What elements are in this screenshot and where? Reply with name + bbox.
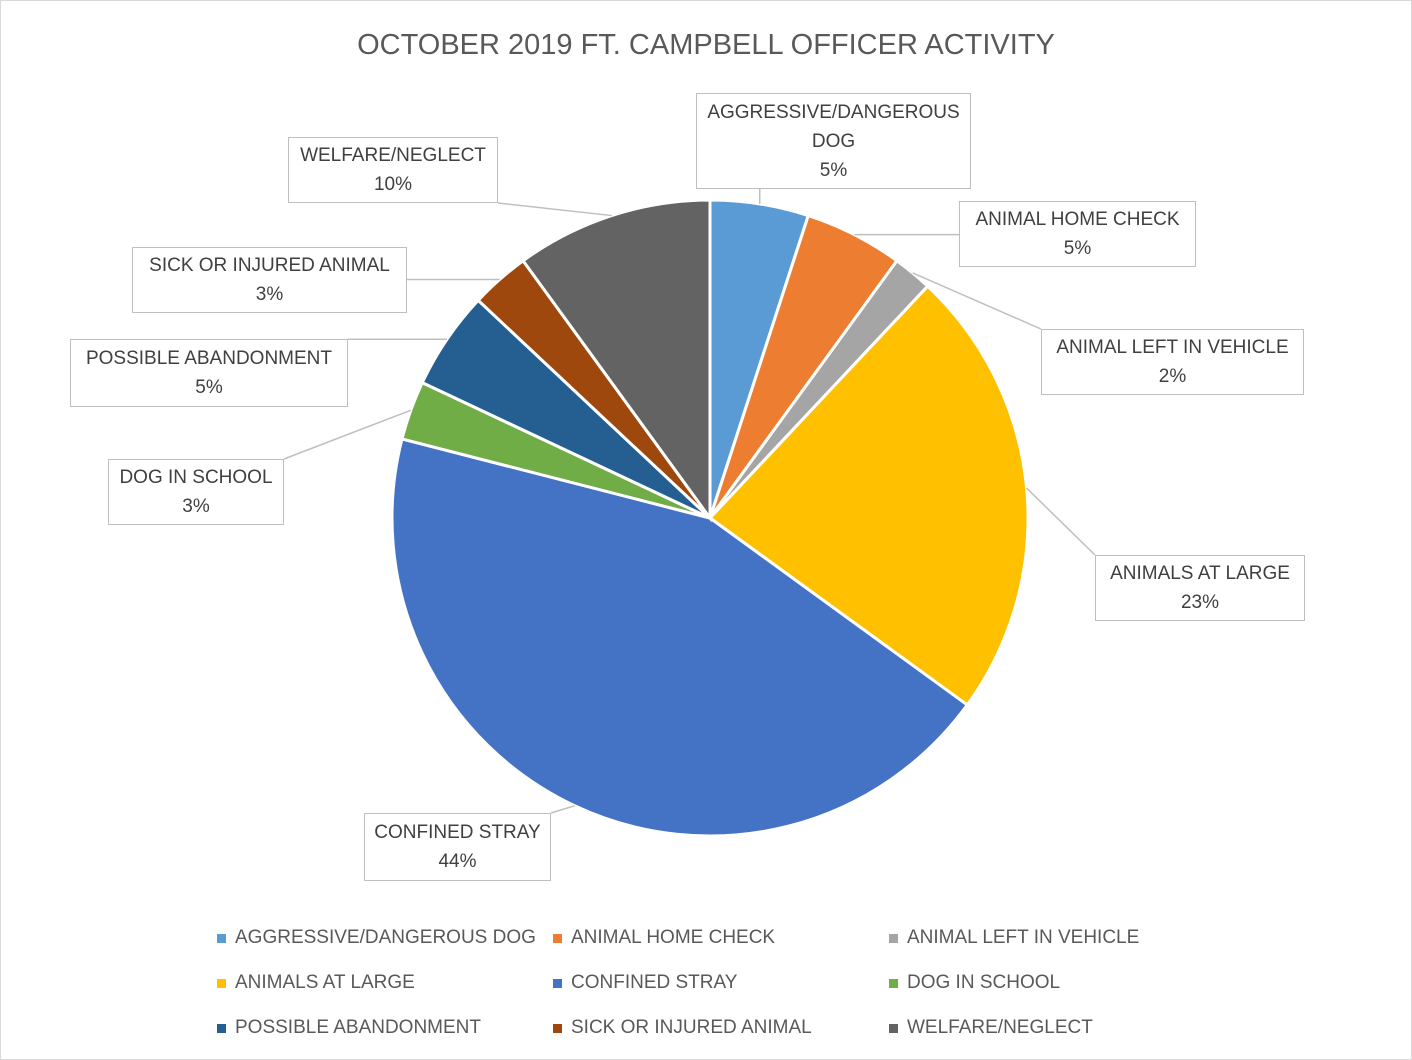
data-label-name: ANIMAL HOME CHECK [975,209,1180,230]
legend-swatch [217,1023,226,1033]
data-label-name: AGGRESSIVE/DANGEROUS DOG [707,101,960,152]
data-label-value: 23% [1180,592,1220,613]
pie-slice [390,437,970,838]
data-label-name: CONFINED STRAY [374,822,541,843]
leader-line [283,409,412,460]
data-label: ANIMAL LEFT IN VEHICLE 2% [1041,329,1304,395]
legend-label: POSSIBLE ABANDONMENT [235,1017,482,1038]
legend-label: AGGRESSIVE/DANGEROUS DOG [235,927,536,948]
legend-label: DOG IN SCHOOL [907,972,1061,993]
legend-swatch [217,978,226,988]
legend-swatch [553,933,562,943]
legend-label: ANIMAL LEFT IN VEHICLE [907,927,1140,948]
data-label-name: WELFARE/NEGLECT [300,145,486,166]
data-label-value: 5% [195,377,223,398]
legend-item: ANIMAL LEFT IN VEHICLE [889,927,1139,949]
legend-item: POSSIBLE ABANDONMENT [217,1017,481,1039]
legend-label: SICK OR INJURED ANIMAL [571,1017,812,1038]
legend-swatch [217,933,226,943]
legend-swatch [889,933,898,943]
data-label: ANIMALS AT LARGE 23% [1095,555,1305,621]
data-label: POSSIBLE ABANDONMENT 5% [70,339,348,407]
legend-swatch [553,1023,562,1033]
data-label: DOG IN SCHOOL 3% [108,459,284,525]
legend-label: WELFARE/NEGLECT [907,1017,1093,1038]
data-label-value: 3% [182,496,210,517]
data-label-name: POSSIBLE ABANDONMENT [85,348,332,369]
legend-item: ANIMALS AT LARGE [217,972,415,994]
legend-label: CONFINED STRAY [571,972,738,993]
data-label: WELFARE/NEGLECT 10% [288,137,498,203]
data-label-name: DOG IN SCHOOL [119,467,273,488]
data-label-value: 5% [819,159,848,181]
data-label-value: 44% [438,851,477,872]
leader-line [550,805,575,814]
data-label-name: SICK OR INJURED ANIMAL [149,255,390,276]
chart-title: OCTOBER 2019 FT. CAMPBELL OFFICER ACTIVI… [357,29,1055,61]
leader-line [912,272,1042,330]
leader-line [1026,487,1096,556]
data-label: ANIMAL HOME CHECK 5% [959,201,1196,267]
legend-item: WELFARE/NEGLECT [889,1017,1093,1039]
legend-label: ANIMAL HOME CHECK [571,927,776,948]
legend-swatch [889,1023,898,1033]
data-label-value: 5% [1063,238,1092,259]
data-label-value: 2% [1158,366,1187,387]
data-label: SICK OR INJURED ANIMAL 3% [132,247,407,313]
leader-line [497,202,612,217]
data-label-value: 3% [255,284,284,305]
legend-item: CONFINED STRAY [553,972,737,994]
data-label: AGGRESSIVE/DANGEROUS DOG 5% [696,93,971,189]
legend-item: AGGRESSIVE/DANGEROUS DOG [217,927,536,949]
legend-item: ANIMAL HOME CHECK [553,927,775,949]
data-label: CONFINED STRAY 44% [364,813,551,881]
legend-item: DOG IN SCHOOL [889,972,1060,994]
data-label-value: 10% [373,174,413,195]
legend-swatch [889,978,898,988]
data-label-name: ANIMAL LEFT IN VEHICLE [1056,337,1289,358]
legend-item: SICK OR INJURED ANIMAL [553,1017,812,1039]
legend-label: ANIMALS AT LARGE [235,972,415,993]
pie-slice [707,284,1030,708]
data-label-name: ANIMALS AT LARGE [1110,563,1290,584]
legend-swatch [553,978,562,988]
